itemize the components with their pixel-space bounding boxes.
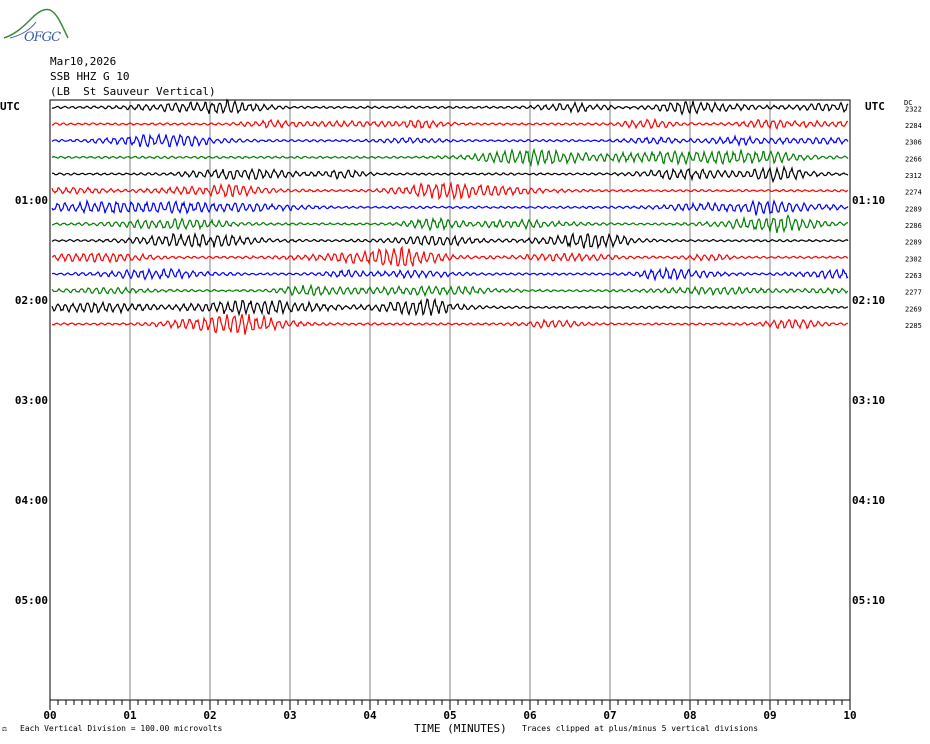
- trace-line: [51, 266, 849, 282]
- dc-value-label: 2285: [905, 322, 922, 330]
- left-hour-label: 03:00: [15, 394, 48, 407]
- trace-line: [51, 132, 849, 148]
- clipping-note: Traces clipped at plus/minus 5 vertical …: [522, 724, 759, 733]
- x-axis-label: TIME (MINUTES): [414, 722, 507, 735]
- right-hour-label: 02:10: [852, 294, 885, 307]
- station-location: (LB St Sauveur Vertical): [50, 85, 216, 98]
- trace-line: [51, 231, 849, 250]
- trace-line: [51, 313, 849, 335]
- left-hour-label: 04:00: [15, 494, 48, 507]
- trace-line: [51, 214, 849, 234]
- dc-value-label: 2274: [905, 189, 922, 197]
- right-hour-label: 03:10: [852, 394, 885, 407]
- dc-value-label: 2277: [905, 289, 922, 297]
- x-tick-label: 02: [203, 709, 216, 722]
- dc-value-label: 2266: [905, 155, 922, 163]
- trace-line: [51, 283, 849, 298]
- x-tick-label: 06: [523, 709, 537, 722]
- dc-value-label: 2269: [905, 305, 922, 313]
- right-hour-label: 01:10: [852, 194, 885, 207]
- trace-line: [51, 297, 849, 317]
- dc-value-label: 2306: [905, 139, 922, 147]
- x-tick-label: 10: [843, 709, 856, 722]
- left-axis-label: UTC: [0, 100, 20, 113]
- trace-line: [51, 181, 849, 201]
- trace-line: [51, 198, 849, 216]
- trace-line: [51, 117, 849, 131]
- mountain-logo-icon: [3, 8, 69, 39]
- station-code: SSB HHZ G 10: [50, 70, 130, 83]
- logo-text: OFGC: [24, 30, 61, 45]
- chart-date: Mar10,2026: [50, 55, 117, 68]
- left-hour-label: 05:00: [15, 594, 48, 607]
- dc-value-label: 2284: [905, 122, 922, 130]
- x-tick-label: 05: [443, 709, 456, 722]
- left-hour-label: 01:00: [15, 194, 48, 207]
- dc-value-label: 2263: [905, 272, 922, 280]
- x-tick-label: 08: [683, 709, 696, 722]
- dc-value-label: 2289: [905, 205, 922, 213]
- left-hour-label: 02:00: [15, 294, 48, 307]
- trace-line: [51, 245, 849, 267]
- x-tick-label: 01: [123, 709, 137, 722]
- x-tick-label: 03: [283, 709, 296, 722]
- vertical-division-note: Each Vertical Division = 100.00 microvol…: [20, 724, 223, 733]
- right-hour-label: 04:10: [852, 494, 885, 507]
- x-tick-label: 04: [363, 709, 377, 722]
- trace-line: [51, 147, 849, 168]
- x-tick-label: 07: [603, 709, 616, 722]
- x-tick-label: 09: [763, 709, 776, 722]
- right-axis-label: UTC: [865, 100, 885, 113]
- dc-value-label: 2312: [905, 172, 922, 180]
- logo: OFGC: [2, 4, 72, 45]
- right-hour-label: 05:10: [852, 594, 885, 607]
- dc-value-label: 2322: [905, 105, 922, 113]
- dc-value-label: 2302: [905, 255, 922, 263]
- dc-value-label: 2289: [905, 239, 922, 247]
- trace-line: [51, 98, 849, 116]
- x-tick-label: 00: [43, 709, 56, 722]
- footer-glyph: ⚖: [2, 724, 7, 733]
- dc-column-label: DC: [904, 99, 912, 107]
- trace-line: [51, 164, 849, 184]
- dc-value-label: 2286: [905, 222, 922, 230]
